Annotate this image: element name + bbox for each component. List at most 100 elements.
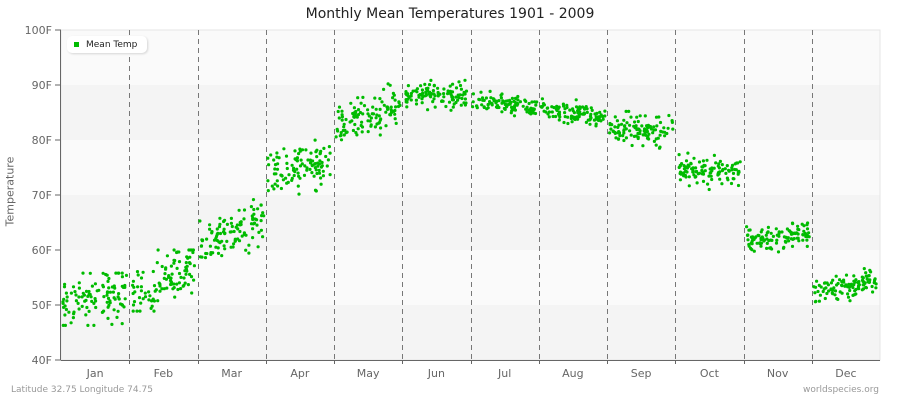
data-point [802, 229, 806, 233]
data-point [786, 236, 790, 240]
data-point [749, 241, 753, 245]
data-point [671, 127, 675, 131]
data-point [783, 239, 788, 243]
data-point [97, 288, 101, 292]
location-caption: Latitude 32.75 Longitude 74.75 [11, 385, 153, 395]
data-point [636, 131, 640, 135]
data-point [317, 168, 321, 172]
data-point [790, 244, 795, 248]
data-point [588, 118, 592, 122]
grid-band [61, 305, 880, 360]
data-point [571, 109, 575, 113]
data-point [132, 300, 137, 304]
data-point [69, 321, 73, 325]
data-point [325, 164, 329, 168]
data-point [188, 272, 192, 276]
data-point [707, 174, 711, 178]
data-point [172, 286, 176, 290]
data-point [190, 291, 194, 295]
data-point [164, 277, 168, 281]
data-point [290, 163, 294, 167]
data-point [384, 124, 388, 128]
data-point [459, 103, 463, 107]
data-point [463, 97, 467, 101]
data-point [692, 156, 696, 160]
data-point [111, 290, 115, 294]
data-point [115, 315, 119, 319]
data-point [801, 238, 805, 242]
data-point [849, 282, 854, 286]
data-point [754, 235, 758, 239]
data-point [663, 134, 667, 138]
data-point [108, 301, 112, 305]
data-point [452, 102, 456, 106]
data-point [84, 289, 89, 293]
data-point [458, 93, 462, 97]
data-point [797, 239, 801, 243]
data-point [93, 297, 97, 301]
data-point [177, 271, 182, 276]
data-point [215, 227, 219, 231]
data-point [345, 130, 349, 134]
data-point [861, 283, 865, 287]
data-point [701, 179, 706, 183]
data-point [645, 128, 649, 132]
data-point [423, 94, 427, 98]
data-point [459, 87, 463, 91]
data-point [106, 305, 110, 309]
data-point [869, 270, 873, 274]
data-point [292, 173, 296, 178]
data-point [774, 241, 779, 245]
data-point [287, 173, 291, 177]
data-point [516, 94, 520, 99]
data-point [77, 286, 81, 290]
data-point [454, 86, 459, 90]
data-point [833, 293, 837, 297]
data-point [158, 289, 162, 293]
data-point [237, 208, 241, 212]
data-point [318, 159, 322, 163]
data-point [666, 126, 670, 130]
y-tick-label: 60F [32, 244, 52, 257]
data-point [420, 88, 424, 92]
data-point [378, 133, 382, 137]
data-point [622, 118, 626, 122]
data-point [791, 232, 795, 236]
data-point [275, 155, 279, 159]
data-point [405, 105, 409, 109]
data-point [353, 110, 357, 114]
data-point [88, 271, 92, 275]
data-point [796, 227, 800, 231]
data-point [80, 304, 84, 308]
data-point [362, 104, 367, 108]
data-point [165, 254, 169, 258]
data-point [805, 227, 810, 231]
data-point [787, 229, 791, 233]
data-point [822, 281, 827, 285]
data-point [492, 97, 496, 101]
data-point [795, 236, 799, 240]
data-point [281, 178, 285, 182]
data-point [404, 98, 408, 102]
data-point [337, 105, 342, 109]
data-point [321, 169, 325, 173]
data-point [546, 106, 550, 110]
data-point [426, 86, 430, 90]
data-point [542, 109, 546, 113]
data-point [426, 108, 430, 112]
data-point [429, 78, 433, 82]
data-point [373, 96, 377, 100]
data-point [229, 216, 233, 220]
data-point [447, 100, 452, 104]
data-point [457, 80, 461, 84]
data-point [594, 124, 598, 128]
data-point [374, 116, 378, 120]
data-point [120, 271, 124, 275]
data-point [233, 239, 237, 243]
data-point [259, 219, 263, 223]
data-point [840, 280, 844, 284]
data-point [569, 114, 574, 118]
data-point [378, 118, 382, 122]
data-point [208, 244, 212, 248]
data-point [712, 153, 717, 157]
